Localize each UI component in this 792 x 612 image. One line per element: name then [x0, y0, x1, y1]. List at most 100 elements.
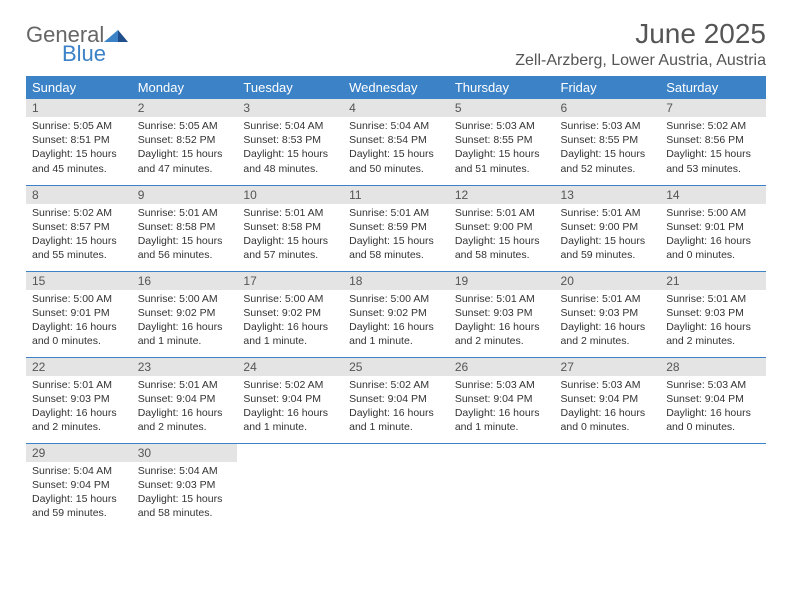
sunset-text: Sunset: 9:04 PM — [243, 392, 337, 406]
day-details: Sunrise: 5:02 AMSunset: 9:04 PMDaylight:… — [343, 376, 449, 439]
sunrise-text: Sunrise: 5:03 AM — [666, 378, 760, 392]
day-number: 13 — [555, 186, 661, 204]
daylight-text-2: and 1 minute. — [455, 420, 549, 434]
sunset-text: Sunset: 8:59 PM — [349, 220, 443, 234]
daylight-text-1: Daylight: 16 hours — [666, 320, 760, 334]
sunrise-text: Sunrise: 5:04 AM — [32, 464, 126, 478]
day-details: Sunrise: 5:00 AMSunset: 9:01 PMDaylight:… — [660, 204, 766, 267]
daylight-text-1: Daylight: 16 hours — [138, 406, 232, 420]
sunset-text: Sunset: 8:55 PM — [561, 133, 655, 147]
day-number: 8 — [26, 186, 132, 204]
daylight-text-1: Daylight: 15 hours — [32, 147, 126, 161]
calendar-day-cell: 4Sunrise: 5:04 AMSunset: 8:54 PMDaylight… — [343, 99, 449, 185]
day-number: 21 — [660, 272, 766, 290]
weekday-header: Monday — [132, 76, 238, 99]
daylight-text-1: Daylight: 15 hours — [243, 234, 337, 248]
calendar-week-row: 8Sunrise: 5:02 AMSunset: 8:57 PMDaylight… — [26, 185, 766, 271]
daylight-text-2: and 1 minute. — [138, 334, 232, 348]
daylight-text-2: and 0 minutes. — [32, 334, 126, 348]
calendar-day-cell: 3Sunrise: 5:04 AMSunset: 8:53 PMDaylight… — [237, 99, 343, 185]
daylight-text-1: Daylight: 15 hours — [349, 147, 443, 161]
sunrise-text: Sunrise: 5:04 AM — [138, 464, 232, 478]
sunrise-text: Sunrise: 5:03 AM — [455, 378, 549, 392]
daylight-text-1: Daylight: 15 hours — [138, 492, 232, 506]
day-details: Sunrise: 5:02 AMSunset: 8:57 PMDaylight:… — [26, 204, 132, 267]
sunset-text: Sunset: 9:03 PM — [561, 306, 655, 320]
calendar-day-cell: 25Sunrise: 5:02 AMSunset: 9:04 PMDayligh… — [343, 357, 449, 443]
sunset-text: Sunset: 9:00 PM — [455, 220, 549, 234]
daylight-text-1: Daylight: 16 hours — [455, 406, 549, 420]
day-number: 2 — [132, 99, 238, 117]
calendar-day-cell: 17Sunrise: 5:00 AMSunset: 9:02 PMDayligh… — [237, 271, 343, 357]
daylight-text-1: Daylight: 16 hours — [32, 320, 126, 334]
daylight-text-2: and 58 minutes. — [349, 248, 443, 262]
sunset-text: Sunset: 9:03 PM — [666, 306, 760, 320]
daylight-text-2: and 45 minutes. — [32, 162, 126, 176]
daylight-text-1: Daylight: 15 hours — [243, 147, 337, 161]
sunrise-text: Sunrise: 5:01 AM — [138, 378, 232, 392]
daylight-text-1: Daylight: 16 hours — [32, 406, 126, 420]
calendar-day-cell — [449, 443, 555, 529]
daylight-text-2: and 58 minutes. — [455, 248, 549, 262]
sunset-text: Sunset: 8:57 PM — [32, 220, 126, 234]
sunset-text: Sunset: 9:04 PM — [349, 392, 443, 406]
sunset-text: Sunset: 9:04 PM — [561, 392, 655, 406]
day-number: 23 — [132, 358, 238, 376]
weekday-header: Thursday — [449, 76, 555, 99]
day-number: 10 — [237, 186, 343, 204]
month-title: June 2025 — [515, 18, 766, 50]
day-details: Sunrise: 5:05 AMSunset: 8:52 PMDaylight:… — [132, 117, 238, 180]
sunrise-text: Sunrise: 5:02 AM — [243, 378, 337, 392]
sunrise-text: Sunrise: 5:01 AM — [455, 206, 549, 220]
day-details: Sunrise: 5:01 AMSunset: 8:59 PMDaylight:… — [343, 204, 449, 267]
day-details: Sunrise: 5:03 AMSunset: 9:04 PMDaylight:… — [660, 376, 766, 439]
daylight-text-2: and 52 minutes. — [561, 162, 655, 176]
sunset-text: Sunset: 8:51 PM — [32, 133, 126, 147]
sunrise-text: Sunrise: 5:01 AM — [561, 206, 655, 220]
calendar-day-cell: 22Sunrise: 5:01 AMSunset: 9:03 PMDayligh… — [26, 357, 132, 443]
sunset-text: Sunset: 9:01 PM — [666, 220, 760, 234]
sunset-text: Sunset: 9:04 PM — [455, 392, 549, 406]
weekday-header: Friday — [555, 76, 661, 99]
daylight-text-2: and 2 minutes. — [666, 334, 760, 348]
calendar-day-cell: 6Sunrise: 5:03 AMSunset: 8:55 PMDaylight… — [555, 99, 661, 185]
calendar-week-row: 29Sunrise: 5:04 AMSunset: 9:04 PMDayligh… — [26, 443, 766, 529]
sunrise-text: Sunrise: 5:00 AM — [32, 292, 126, 306]
sunset-text: Sunset: 8:55 PM — [455, 133, 549, 147]
sunset-text: Sunset: 9:03 PM — [455, 306, 549, 320]
calendar-day-cell: 30 Sunrise: 5:04 AMSunset: 9:03 PMDayligh… — [132, 443, 238, 529]
day-details: Sunrise: 5:03 AMSunset: 8:55 PMDaylight:… — [449, 117, 555, 180]
day-number: 29 — [26, 444, 132, 462]
calendar-day-cell — [660, 443, 766, 529]
sunset-text: Sunset: 8:58 PM — [138, 220, 232, 234]
sunset-text: Sunset: 9:03 PM — [138, 478, 232, 492]
day-number: 20 — [555, 272, 661, 290]
day-number: 24 — [237, 358, 343, 376]
title-block: June 2025 Zell-Arzberg, Lower Austria, A… — [515, 18, 766, 70]
daylight-text-2: and 2 minutes. — [561, 334, 655, 348]
brand-logo: General Blue — [26, 24, 128, 65]
sunrise-text: Sunrise: 5:02 AM — [666, 119, 760, 133]
daylight-text-1: Daylight: 16 hours — [666, 406, 760, 420]
day-number: 17 — [237, 272, 343, 290]
sunrise-text: Sunrise: 5:04 AM — [349, 119, 443, 133]
sunrise-text: Sunrise: 5:03 AM — [561, 378, 655, 392]
daylight-text-2: and 1 minute. — [243, 420, 337, 434]
day-number: 30 — [132, 444, 238, 462]
calendar-day-cell: 14Sunrise: 5:00 AMSunset: 9:01 PMDayligh… — [660, 185, 766, 271]
day-details: Sunrise: 5:03 AMSunset: 9:04 PMDaylight:… — [449, 376, 555, 439]
day-number: 28 — [660, 358, 766, 376]
brand-mark-icon — [104, 24, 128, 47]
sunset-text: Sunset: 9:04 PM — [666, 392, 760, 406]
sunset-text: Sunset: 8:53 PM — [243, 133, 337, 147]
day-number: 27 — [555, 358, 661, 376]
sunrise-text: Sunrise: 5:02 AM — [32, 206, 126, 220]
sunrise-text: Sunrise: 5:01 AM — [561, 292, 655, 306]
daylight-text-1: Daylight: 16 hours — [243, 320, 337, 334]
day-details: Sunrise: 5:01 AMSunset: 9:03 PMDaylight:… — [660, 290, 766, 353]
day-details: Sunrise: 5:01 AMSunset: 8:58 PMDaylight:… — [237, 204, 343, 267]
day-details: Sunrise: 5:02 AMSunset: 9:04 PMDaylight:… — [237, 376, 343, 439]
day-details: Sunrise: 5:00 AMSunset: 9:02 PMDaylight:… — [343, 290, 449, 353]
calendar-day-cell: 20Sunrise: 5:01 AMSunset: 9:03 PMDayligh… — [555, 271, 661, 357]
sunrise-text: Sunrise: 5:05 AM — [32, 119, 126, 133]
